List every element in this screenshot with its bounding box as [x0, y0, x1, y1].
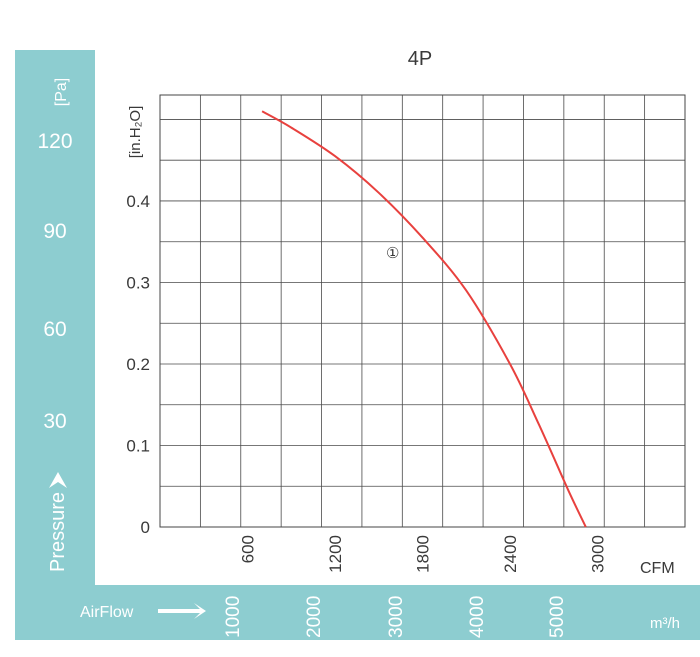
y2-tick-labels: 30 90 60 120: [37, 130, 72, 433]
y2-tick-label: 30: [43, 410, 66, 433]
bottom-band: [15, 585, 700, 640]
x-unit-label: CFM: [640, 560, 675, 577]
pressure-arrow: [49, 472, 67, 488]
plot-area: [159, 94, 686, 528]
airflow-label: AirFlow: [80, 604, 134, 621]
x-tick-labels: 600 1200 1800 2400 3000: [239, 535, 608, 573]
y2-tick-label: 120: [37, 130, 72, 153]
x2-tick-labels: 1000 2000 3000 4000 5000: [223, 596, 568, 638]
x2-tick-label: 2000: [304, 596, 325, 638]
series-line: [261, 110, 587, 528]
y-unit-label: [in.H₂O]: [127, 106, 144, 159]
y-tick-label: 0.3: [126, 273, 150, 292]
x-tick-label: 2400: [501, 535, 520, 573]
y-tick-labels: 0 0.1 0.2 0.3 0.4: [126, 192, 150, 537]
y-tick-label: 0.4: [126, 192, 150, 211]
y2-tick-label: 90: [43, 220, 66, 243]
y-tick-label: 0: [141, 518, 150, 537]
grid: [160, 95, 685, 527]
x2-tick-label: 1000: [223, 596, 244, 638]
x2-tick-label: 5000: [547, 596, 568, 638]
curve-label: ①: [386, 245, 399, 262]
x-tick-label: 600: [239, 535, 258, 563]
left-band: [15, 50, 95, 615]
chart-title: 4P: [408, 48, 432, 70]
pressure-label: Pressure: [47, 492, 69, 572]
x-tick-label: 1800: [414, 535, 433, 573]
x-tick-label: 1200: [326, 535, 345, 573]
x2-unit-label: m³/h: [650, 615, 680, 632]
y2-tick-label: 60: [43, 318, 66, 341]
x2-tick-label: 3000: [386, 596, 407, 638]
airflow-arrow: [158, 603, 206, 619]
x-tick-label: 3000: [589, 535, 608, 573]
y-tick-label: 0.2: [126, 355, 150, 374]
x2-tick-label: 4000: [467, 596, 488, 638]
y-tick-label: 0.1: [126, 436, 150, 455]
y2-unit-label: [Pa]: [53, 78, 70, 106]
